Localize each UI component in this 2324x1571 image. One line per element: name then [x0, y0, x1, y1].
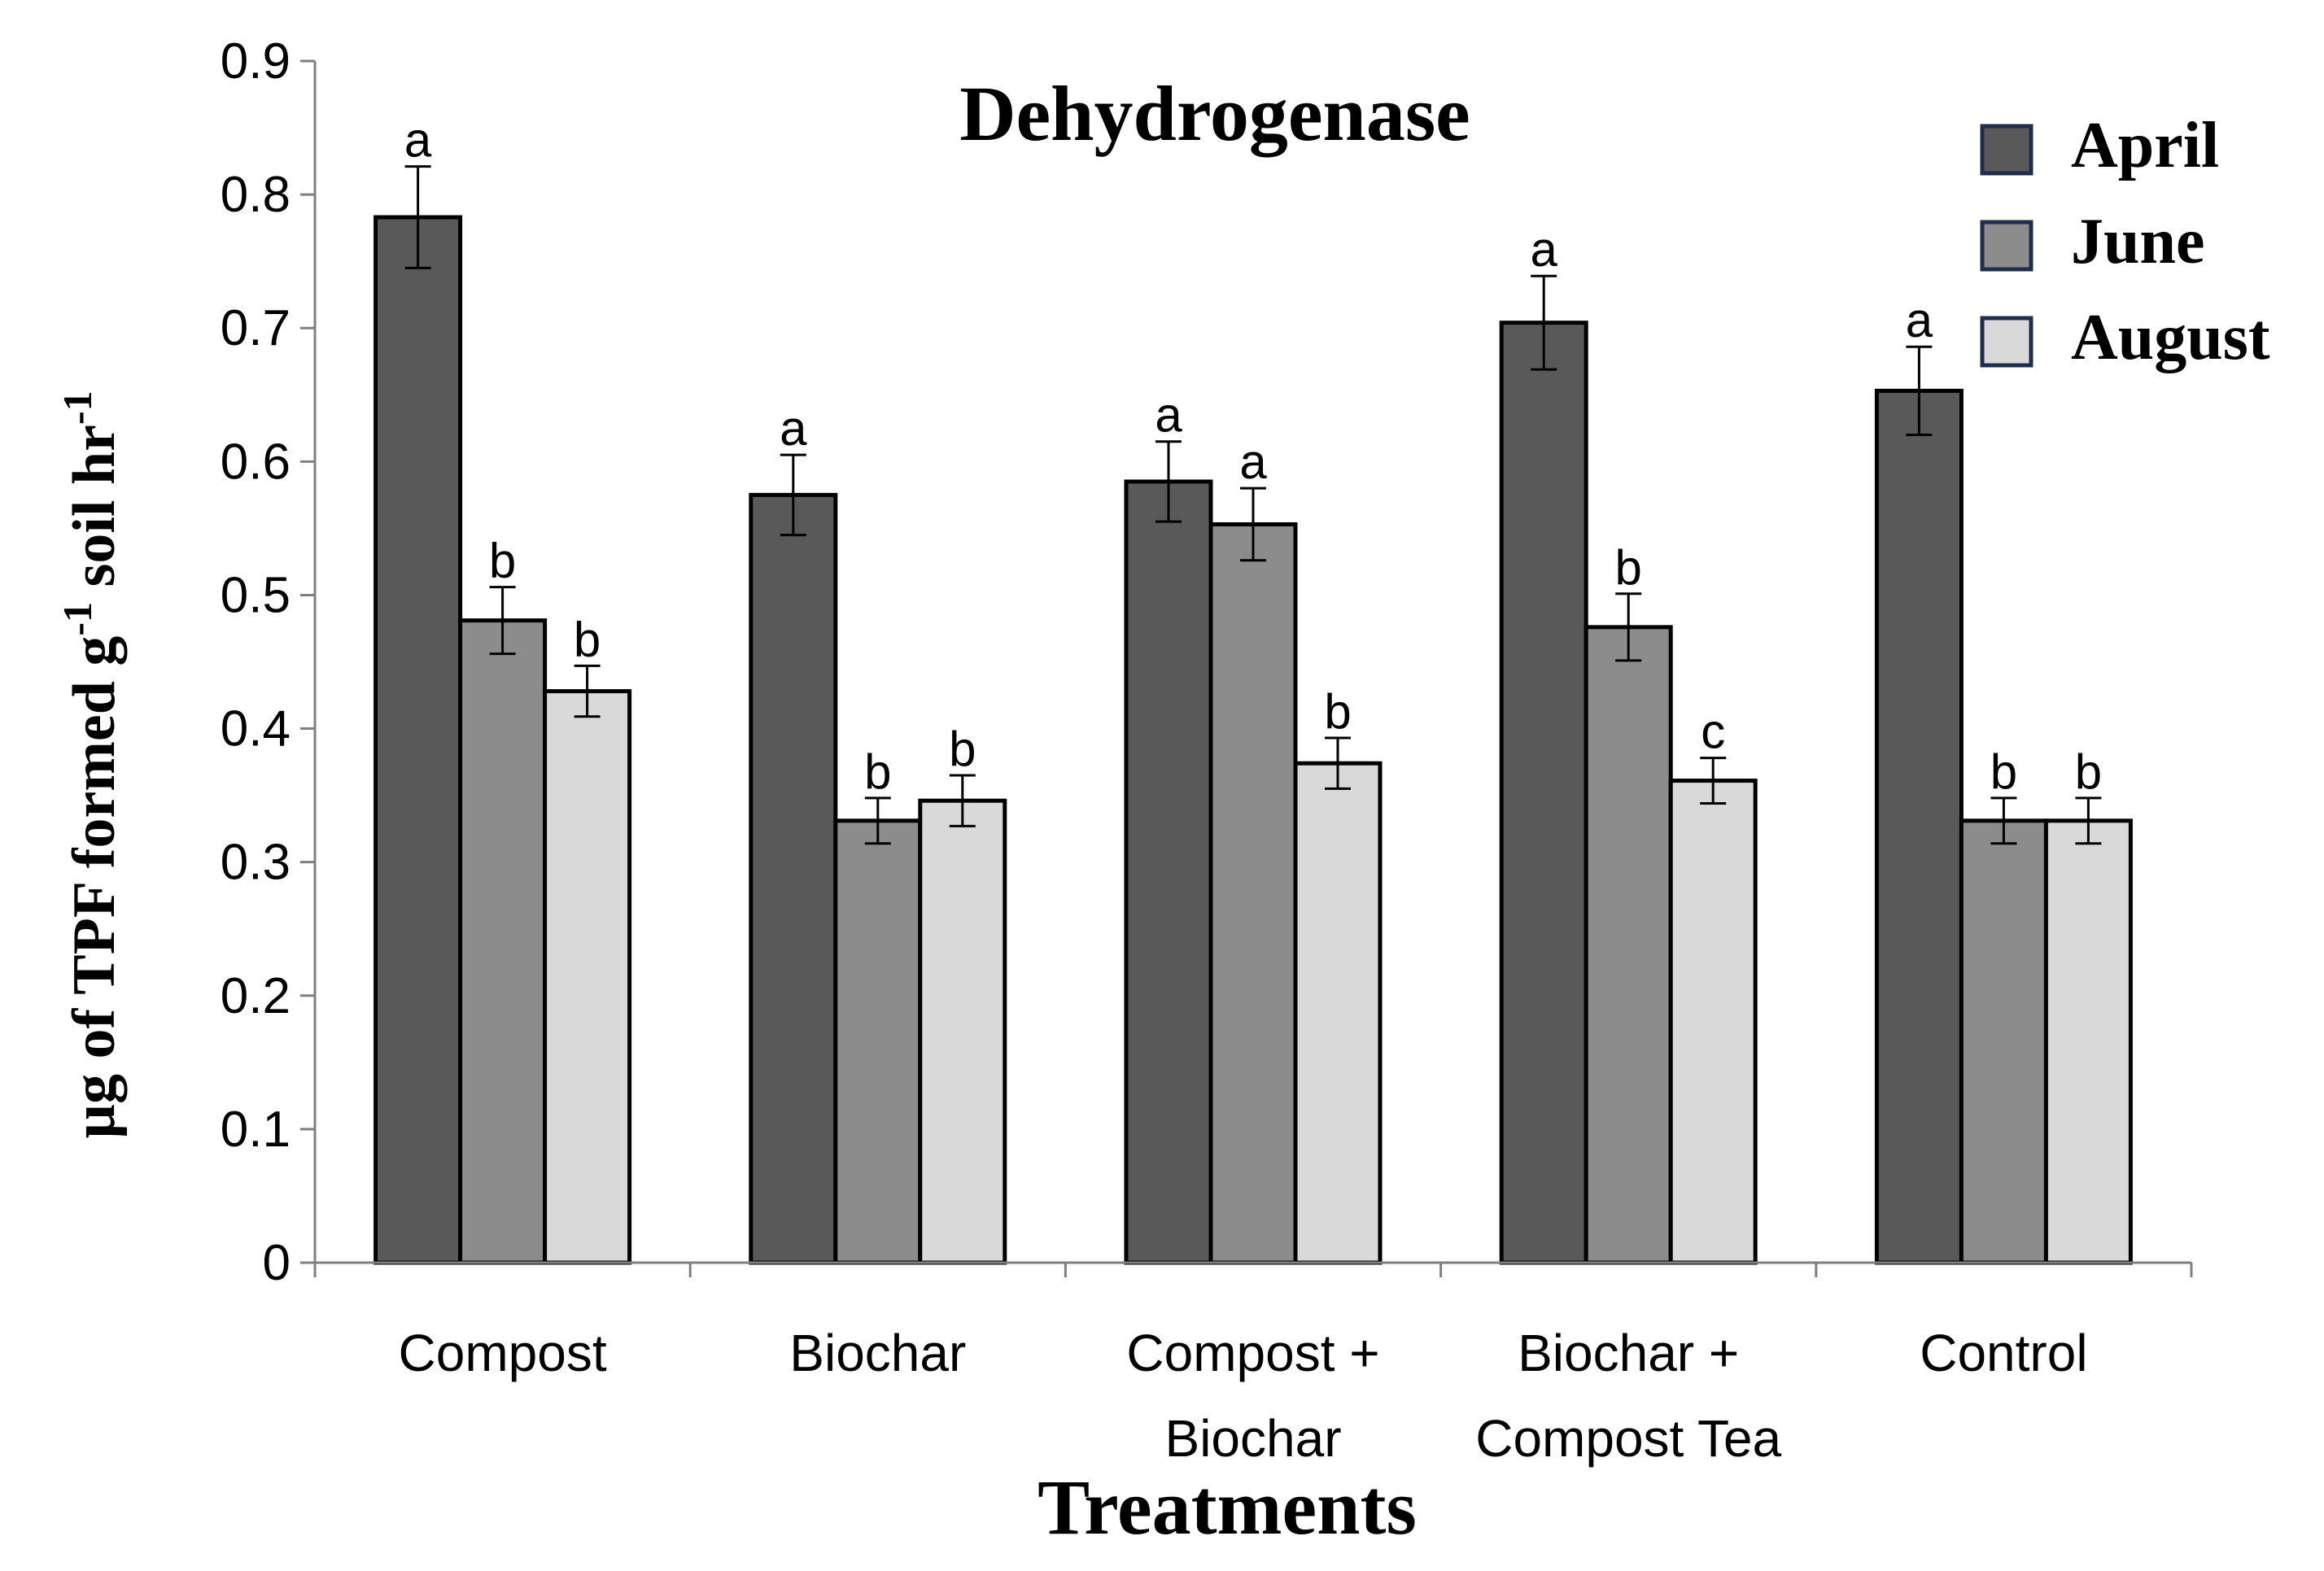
- y-tick-label: 0.8: [221, 167, 290, 223]
- y-tick-label: 0.1: [221, 1102, 290, 1158]
- significance-label: b: [2075, 744, 2102, 799]
- bar-april: [1499, 321, 1588, 1265]
- y-tick-label: 0.2: [221, 968, 290, 1024]
- error-bar: [864, 796, 891, 845]
- significance-label: b: [574, 612, 601, 666]
- significance-label: b: [949, 722, 976, 776]
- error-bar: [574, 664, 601, 718]
- bar-june: [1959, 818, 2048, 1265]
- significance-label: b: [1324, 684, 1351, 739]
- significance-label: a: [1531, 222, 1558, 277]
- chart-title: Dehydrogenase: [959, 70, 1470, 157]
- bar-june: [833, 818, 923, 1265]
- legend-label-april: April: [2071, 110, 2219, 181]
- bar-april: [1124, 479, 1213, 1265]
- y-tick-label: 0.6: [221, 434, 290, 490]
- significance-label: a: [780, 401, 807, 456]
- significance-label: b: [1615, 540, 1642, 595]
- y-axis-title: µg of TPF formed g-1 soil hr-1: [55, 391, 128, 1138]
- x-tick-label: Biochar: [789, 1324, 966, 1382]
- error-bar: [489, 586, 516, 656]
- significance-label: a: [1155, 388, 1182, 443]
- legend-label-august: August: [2071, 302, 2270, 373]
- significance-label: b: [489, 534, 516, 588]
- significance-label: c: [1701, 705, 1725, 759]
- y-tick-label: 0: [263, 1235, 290, 1291]
- y-axis-title-mid: soil hr: [61, 425, 128, 602]
- y-ticks-layer: 0 0.1 0.2 0.3 0.4 0.5 0.6 0.7 0.8 0.9: [221, 33, 315, 1291]
- y-tick-label: 0.9: [221, 33, 290, 89]
- significance-labels-layer: a b b a b b a a b a b c a b b: [404, 113, 2102, 799]
- bar-august: [1293, 761, 1383, 1265]
- y-axis-title-sup-2: -1: [55, 391, 100, 425]
- error-bar: [780, 453, 806, 537]
- x-tick-label: Compost: [399, 1324, 607, 1382]
- error-bar: [1990, 796, 2017, 845]
- bar-august: [2043, 818, 2133, 1265]
- y-axis-title-main: µg of TPF formed g: [61, 636, 128, 1139]
- legend-swatch-april: [1980, 124, 2034, 176]
- bar-august: [1668, 779, 1758, 1265]
- bar-august: [543, 689, 632, 1265]
- axes-layer: [313, 61, 2191, 1264]
- significance-label: a: [1906, 293, 1933, 347]
- bar-june: [1208, 521, 1298, 1265]
- x-tick-label: Compost +: [1126, 1324, 1379, 1382]
- legend-swatch-august: [1980, 316, 2034, 368]
- legend-label-june: June: [2071, 206, 2205, 277]
- error-bar: [1906, 345, 1933, 437]
- error-bar: [1325, 736, 1351, 790]
- error-bar: [1531, 274, 1557, 371]
- bar-august: [918, 798, 1007, 1265]
- significance-label: a: [1239, 434, 1267, 489]
- y-axis-title-sup-1: -1: [55, 602, 100, 636]
- x-ticks-layer: Compost Biochar Compost + Biochar Biochar + C…: [313, 1263, 2193, 1468]
- significance-label: a: [404, 113, 432, 168]
- y-tick-label: 0.7: [221, 300, 290, 356]
- error-bars-layer: [404, 165, 2102, 845]
- significance-label: b: [1990, 744, 2017, 799]
- bar-april: [374, 215, 463, 1265]
- y-tick-label: 0.3: [221, 835, 290, 891]
- legend: April June August: [1980, 110, 2270, 373]
- error-bar: [1615, 592, 1642, 662]
- legend-swatch-june: [1980, 220, 2034, 272]
- significance-label: b: [864, 744, 891, 799]
- bar-june: [1584, 625, 1673, 1265]
- x-axis-title: Treatments: [1038, 1464, 1417, 1551]
- error-bar: [1700, 757, 1727, 805]
- bar-april: [749, 492, 838, 1265]
- x-tick-label: Control: [1920, 1324, 2087, 1382]
- bar-june: [458, 618, 548, 1265]
- y-tick-label: 0.4: [221, 701, 290, 757]
- error-bar: [949, 774, 976, 827]
- x-tick-label: Biochar: [1165, 1409, 1342, 1468]
- error-bar: [2075, 796, 2102, 845]
- error-bar: [1240, 487, 1266, 562]
- error-bar: [1155, 440, 1182, 523]
- x-tick-label: Biochar +: [1518, 1324, 1739, 1382]
- x-tick-label: Compost Tea: [1475, 1409, 1781, 1468]
- y-tick-label: 0.5: [221, 567, 290, 623]
- bars-layer: [374, 215, 2133, 1265]
- bar-april: [1874, 388, 1964, 1265]
- error-bar: [404, 165, 431, 269]
